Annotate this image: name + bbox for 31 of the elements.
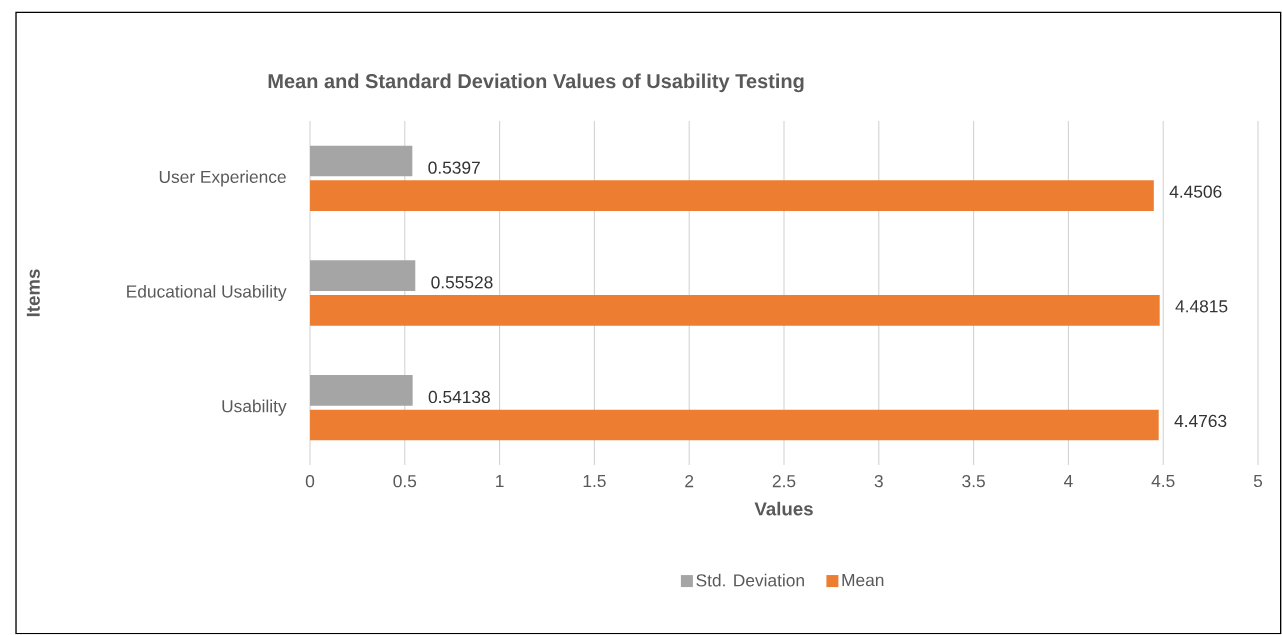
chart-title: Mean and Standard Deviation Values of Usability Testing [268,73,804,93]
legend-label: Mean [842,574,884,587]
x-tick-label: 1 [496,475,504,487]
legend-label: Std. Deviation [696,573,804,587]
data-label: 0.5397 [428,161,480,174]
x-tick-label: 3.5 [962,475,985,488]
bar [310,374,413,406]
y-tick-label: User Experience [159,170,286,187]
data-label: 0.55528 [431,276,493,289]
x-axis-title: Values [754,501,813,516]
data-label: 4.4763 [1174,414,1227,428]
x-tick-label: 0.5 [393,475,417,488]
x-tick-label: 1.5 [583,475,606,488]
x-tick-label: 2.5 [772,475,796,488]
bar [310,260,416,291]
y-tick-label: Educational Usability [127,284,287,302]
y-axis-title: Items [26,269,40,317]
data-label: 4.4506 [1169,185,1222,198]
x-tick-label: 4 [1063,475,1073,487]
x-tick-label: 2 [685,475,694,488]
bar [310,409,1159,441]
y-tick-label: Usability [222,399,287,416]
x-tick-label: 4.5 [1151,475,1175,488]
data-label: 4.4815 [1175,300,1228,313]
data-label: 0.54138 [428,390,490,404]
bar [310,180,1154,211]
x-tick-label: 3 [874,475,883,488]
x-tick-label: 5 [1253,475,1263,488]
x-tick-label: 0 [305,475,315,488]
bar [310,145,413,177]
bar [310,294,1160,326]
